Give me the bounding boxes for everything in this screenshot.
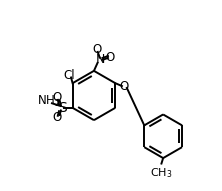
Text: CH$_3$: CH$_3$ xyxy=(150,166,172,180)
Text: N: N xyxy=(96,53,105,66)
Text: O: O xyxy=(92,43,101,56)
Text: NH$_2$: NH$_2$ xyxy=(37,94,60,109)
Text: O: O xyxy=(106,51,115,64)
Text: S: S xyxy=(58,101,67,115)
Text: Cl: Cl xyxy=(63,69,75,82)
Text: O: O xyxy=(120,80,129,93)
Text: O: O xyxy=(53,111,62,124)
Text: O: O xyxy=(53,91,62,104)
